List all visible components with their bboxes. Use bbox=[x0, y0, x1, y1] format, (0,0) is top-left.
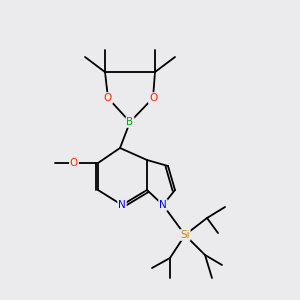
Text: O: O bbox=[149, 93, 157, 103]
Text: O: O bbox=[70, 158, 78, 168]
Text: N: N bbox=[118, 200, 126, 210]
Text: N: N bbox=[159, 200, 167, 210]
Text: Si: Si bbox=[180, 230, 190, 240]
Text: B: B bbox=[126, 117, 134, 127]
Text: O: O bbox=[104, 93, 112, 103]
